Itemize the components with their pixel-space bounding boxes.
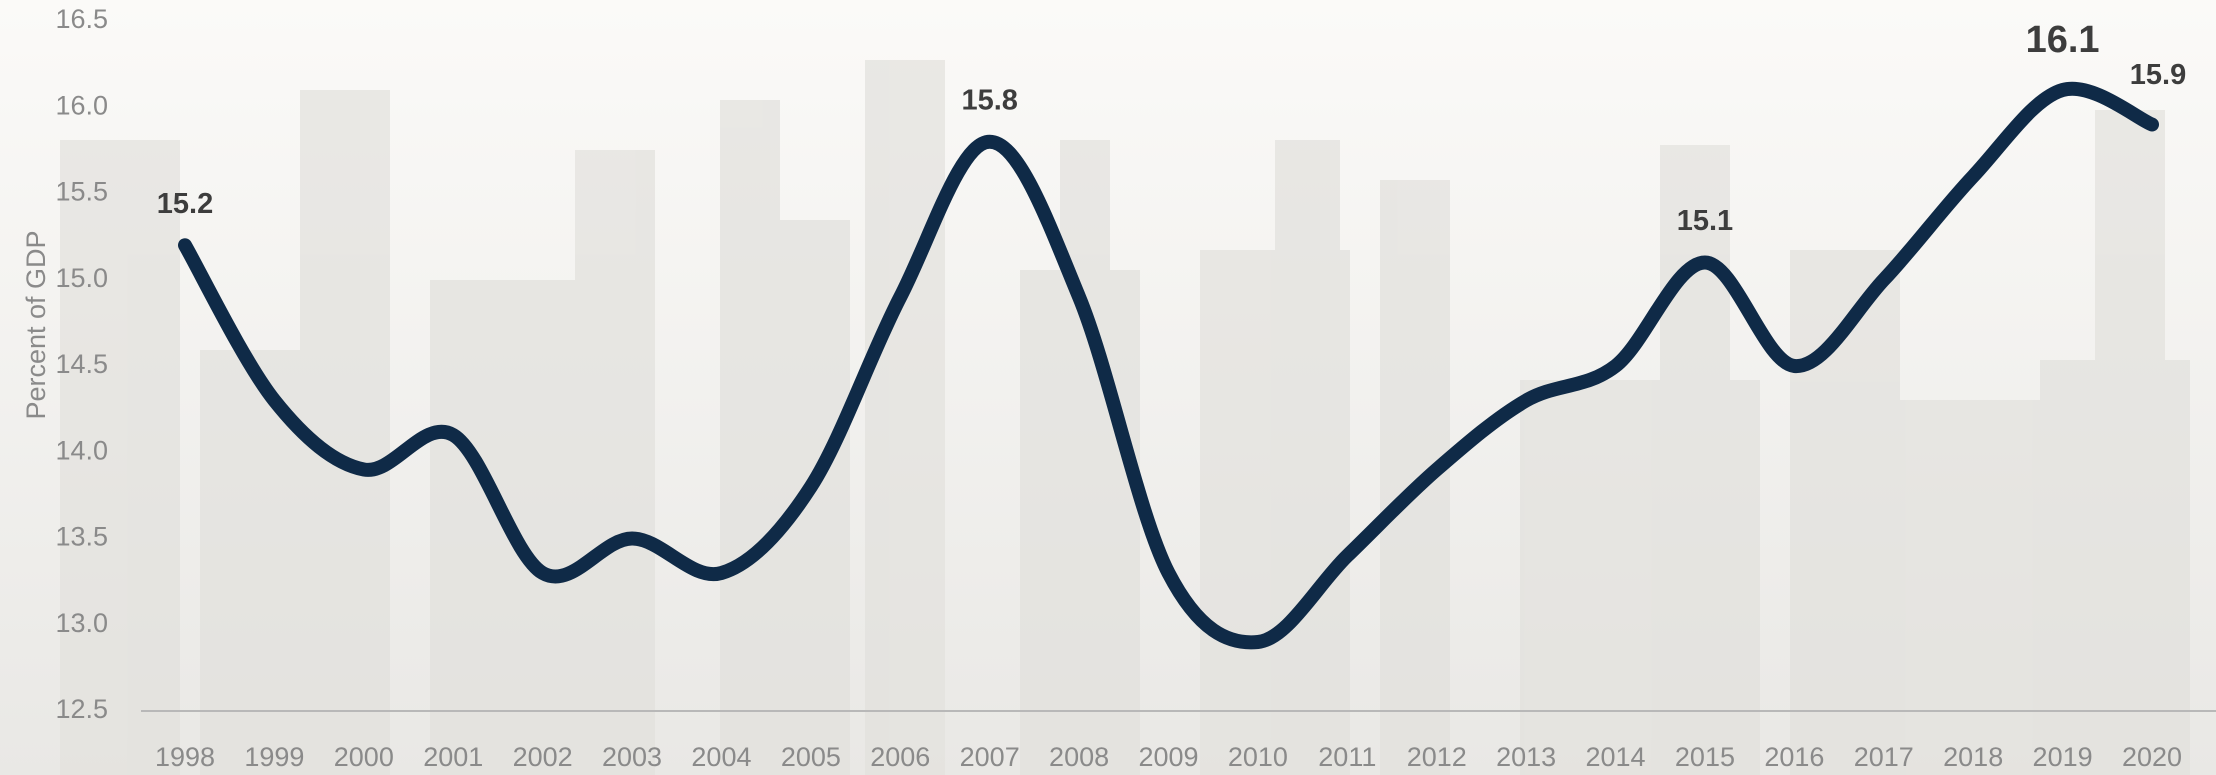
x-tick-label: 2006 [870, 742, 930, 772]
y-tick-label: 16.5 [55, 4, 108, 34]
x-tick-label: 2014 [1586, 742, 1646, 772]
x-tick-label: 2019 [2033, 742, 2093, 772]
x-tick-label: 2012 [1407, 742, 1467, 772]
x-tick-label: 2002 [513, 742, 573, 772]
x-tick-label: 2007 [960, 742, 1020, 772]
x-tick-label: 1999 [244, 742, 304, 772]
data-line [178, 81, 2159, 650]
x-tick-label: 2011 [1318, 742, 1376, 772]
x-tick-label: 2015 [1675, 742, 1735, 772]
y-tick-label: 14.0 [55, 435, 108, 465]
x-tick-label: 2003 [602, 742, 662, 772]
x-tick-label: 2005 [781, 742, 841, 772]
x-tick-label: 1998 [155, 742, 215, 772]
data-label: 16.1 [2026, 19, 2100, 61]
y-tick-label: 13.5 [55, 522, 108, 552]
x-tick-label: 2001 [423, 742, 483, 772]
y-tick-label: 15.5 [55, 177, 108, 207]
data-label: 15.9 [2130, 59, 2186, 91]
x-tick-label: 2013 [1496, 742, 1556, 772]
x-tick-label: 2017 [1854, 742, 1914, 772]
x-tick-label: 2009 [1138, 742, 1198, 772]
data-label: 15.2 [157, 188, 213, 220]
x-tick-label: 2018 [1943, 742, 2003, 772]
x-tick-label: 2020 [2122, 742, 2182, 772]
x-tick-label: 2010 [1228, 742, 1288, 772]
y-tick-label: 16.0 [55, 90, 108, 120]
y-axis-label: Percent of GDP [21, 230, 51, 419]
y-tick-label: 13.0 [55, 608, 108, 638]
data-label: 15.1 [1677, 205, 1733, 237]
x-tick-label: 2016 [1764, 742, 1824, 772]
y-tick-label: 14.5 [55, 349, 108, 379]
x-tick-label: 2008 [1049, 742, 1109, 772]
x-tick-label: 2000 [334, 742, 394, 772]
data-label: 15.8 [961, 84, 1017, 116]
y-tick-label: 15.0 [55, 263, 108, 293]
x-tick-label: 2004 [691, 742, 751, 772]
y-tick-label: 12.5 [55, 694, 108, 724]
